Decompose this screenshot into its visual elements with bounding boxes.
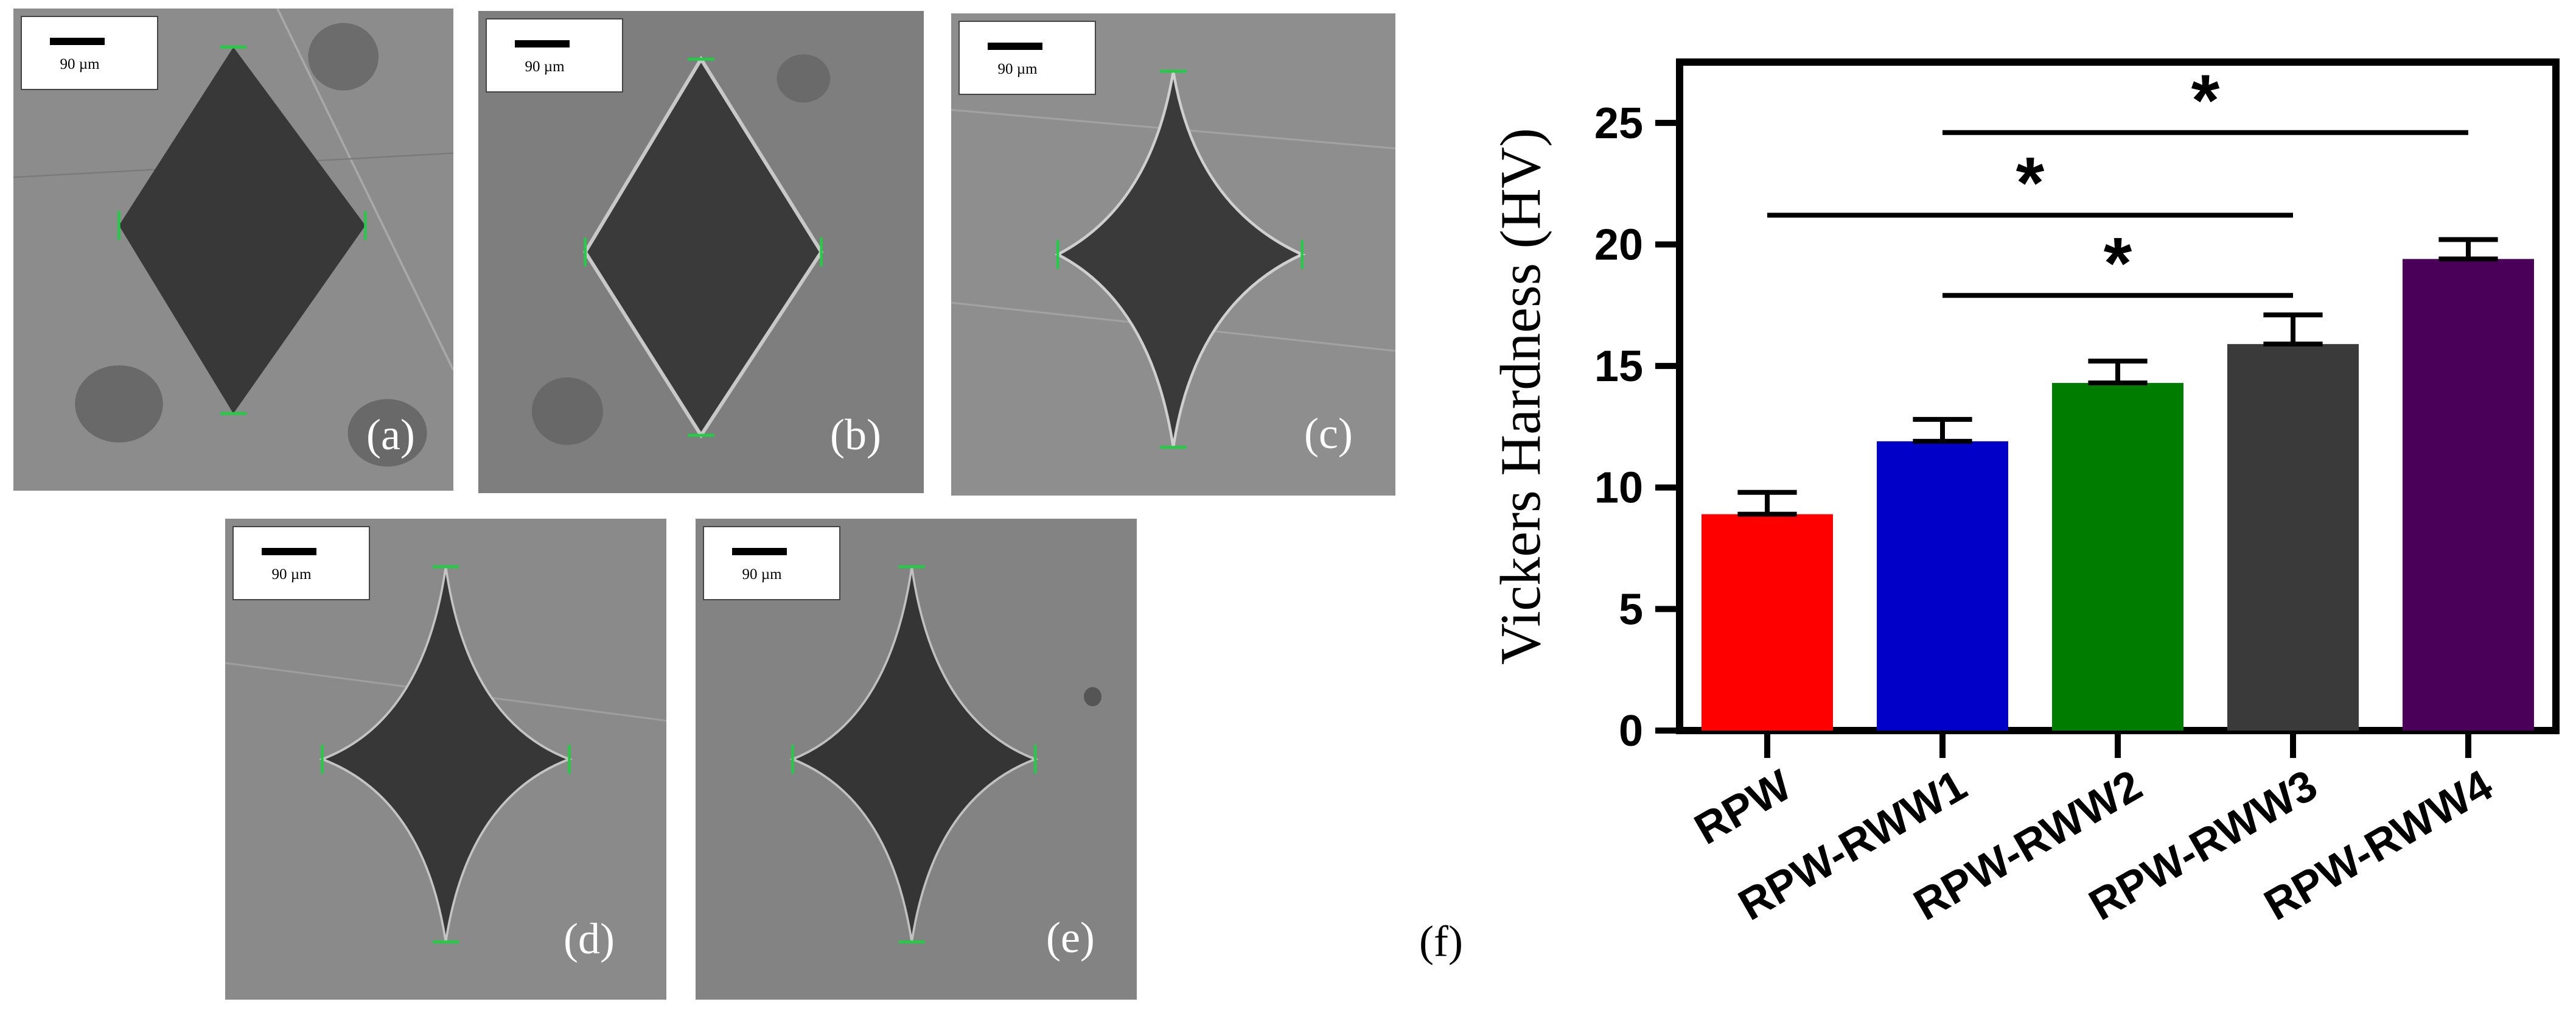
scale-bar-box: 90 µm [21,16,158,90]
bar [2227,344,2359,731]
significance-star: * [2016,142,2045,224]
panel-label-c: (c) [1304,409,1353,458]
significance-star: * [2104,222,2132,304]
micrograph-b: 90 µm (b) [478,11,924,493]
scale-bar-box: 90 µm [232,526,370,600]
panel-label-f: (f) [1419,917,1463,966]
micrograph-a: 90 µm (a) [13,9,453,491]
scale-bar-label: 90 µm [60,56,100,72]
scale-bar-box: 90 µm [958,21,1096,95]
significance-star: * [2191,60,2220,141]
bar [1877,441,2008,731]
panel-label-a: (a) [366,410,415,459]
y-tick-label: 25 [1594,99,1643,148]
scale-bar-label: 90 µm [271,566,312,583]
panel-label-d: (d) [564,914,615,963]
micrograph-c: 90 µm (c) [951,13,1395,496]
y-tick-label: 10 [1594,464,1643,513]
y-axis-label: Vickers Hardness (HV) [1489,128,1552,665]
scale-bar [262,548,316,555]
y-tick-label: 5 [1619,585,1643,634]
y-tick-label: 15 [1594,342,1643,391]
scale-bar-box: 90 µm [703,526,840,600]
scale-bar-box: 90 µm [486,18,623,93]
scale-bar [732,548,787,555]
panel-label-e: (e) [1046,913,1095,962]
panel-label-b: (b) [830,410,881,459]
bar [2403,259,2534,731]
y-tick-label: 20 [1594,220,1643,269]
scale-bar-label: 90 µm [997,61,1038,77]
scale-bar-label: 90 µm [525,58,565,75]
scale-bar [515,40,570,47]
scale-bar [988,43,1042,50]
scale-bar-label: 90 µm [742,566,782,583]
scale-bar [50,38,105,45]
micrograph-d: 90 µm (d) [225,519,666,1000]
x-tick-label: RPW [1687,761,1800,854]
micrograph-e: 90 µm (e) [696,519,1137,1000]
y-tick-label: 0 [1619,707,1643,756]
bar [1702,514,1833,731]
bar [2052,383,2183,731]
